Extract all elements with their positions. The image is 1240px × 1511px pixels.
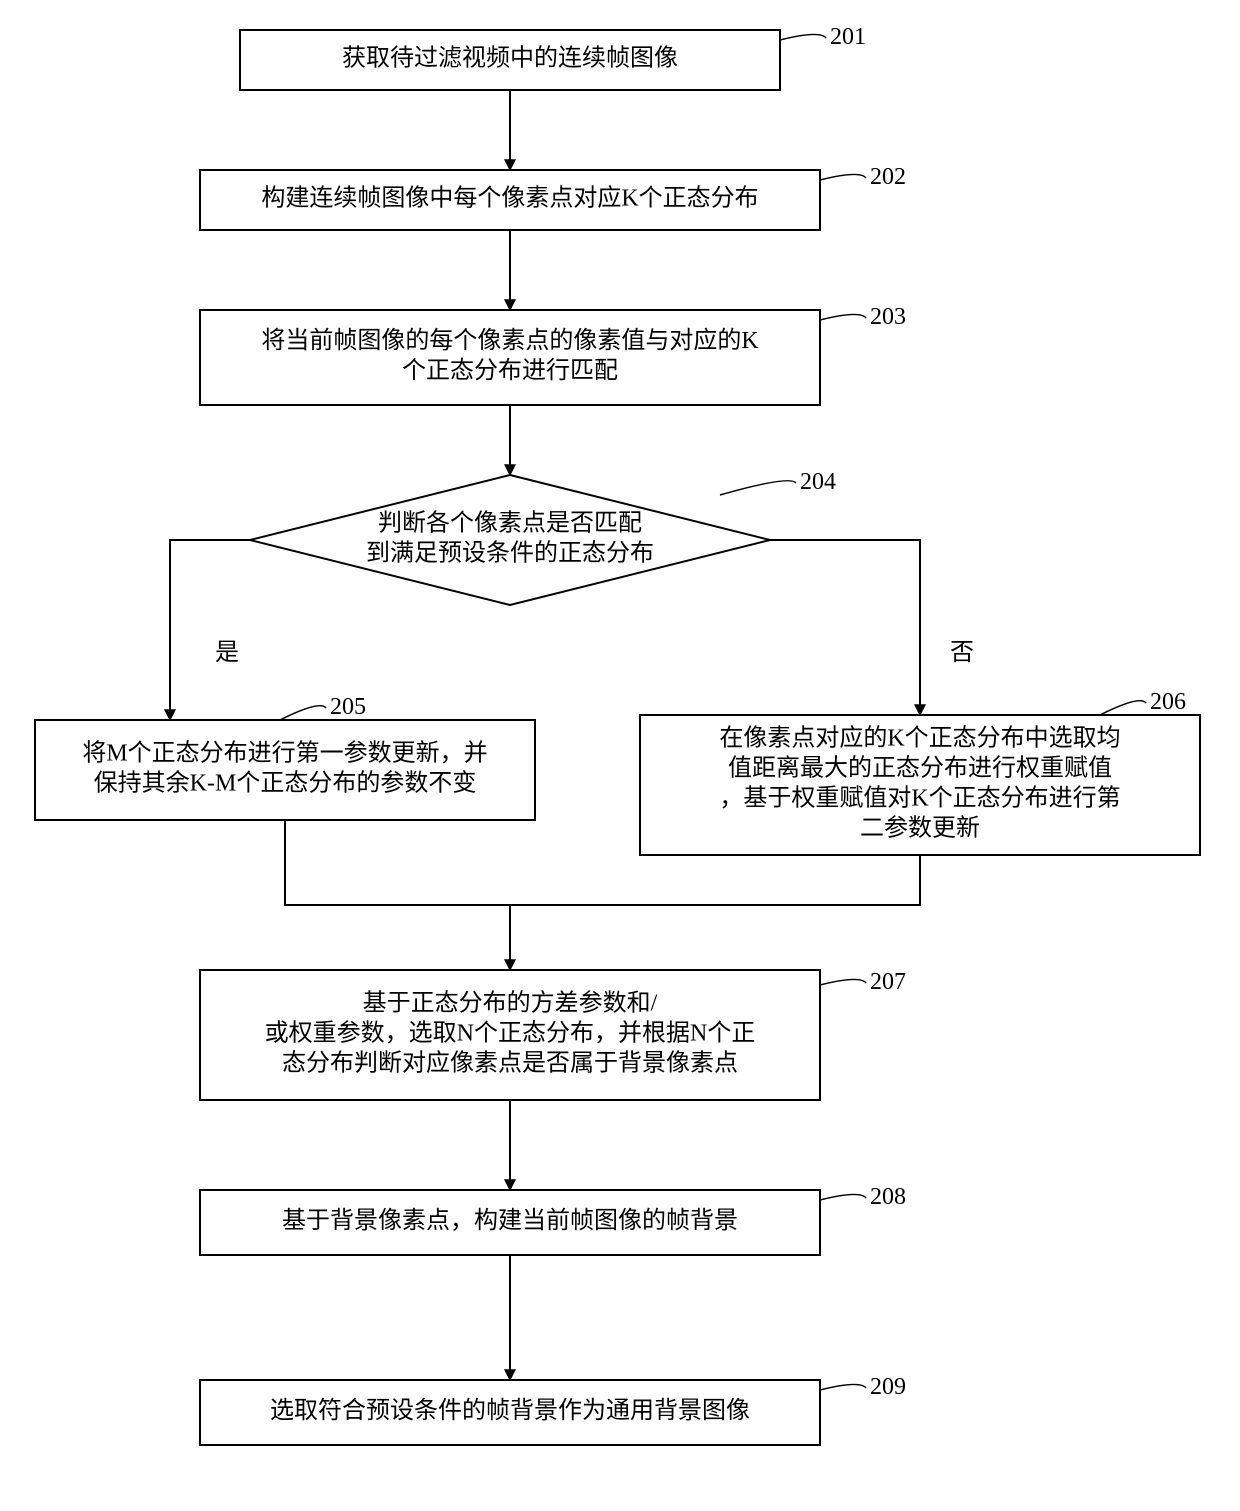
flow-node-n207: 基于正态分布的方差参数和/或权重参数，选取N个正态分布，并根据N个正态分布判断对… — [200, 969, 906, 1100]
flow-edge — [770, 540, 920, 715]
node-text: 到满足预设条件的正态分布 — [366, 540, 654, 567]
flow-node-n203: 将当前帧图像的每个像素点的像素值与对应的K 个正态分布进行匹配 203 — [200, 304, 906, 405]
node-text: 或权重参数，选取N个正态分布，并根据N个正 — [265, 1020, 756, 1047]
node-text: 构建连续帧图像中每个像素点对应K个正态分布 — [261, 185, 758, 212]
node-text: 将当前帧图像的每个像素点的像素值与对应的K — [261, 327, 759, 354]
leader-line — [820, 174, 866, 180]
step-number: 204 — [800, 469, 836, 495]
flow-edge — [285, 820, 510, 905]
flow-node-n209: 选取符合预设条件的帧背景作为通用背景图像 209 — [200, 1374, 906, 1445]
flow-node-n208: 基于背景像素点，构建当前帧图像的帧背景 208 — [200, 1184, 906, 1255]
node-text: 二参数更新 — [860, 815, 980, 842]
step-number: 206 — [1150, 689, 1186, 715]
step-number: 203 — [870, 304, 906, 330]
leader-line — [780, 34, 826, 40]
step-number: 208 — [870, 1184, 906, 1210]
node-text: 个正态分布进行匹配 — [402, 357, 618, 384]
node-text: ，基于权重赋值对K个正态分布进行第 — [719, 785, 1120, 812]
node-text: 在像素点对应的K个正态分布中选取均 — [719, 725, 1120, 752]
step-number: 209 — [870, 1374, 906, 1400]
node-text: 判断各个像素点是否匹配 — [378, 510, 642, 537]
flow-node-n205: 将M个正态分布进行第一参数更新，并保持其余K-M个正态分布的参数不变 205 — [35, 694, 535, 820]
node-text: 选取符合预设条件的帧背景作为通用背景图像 — [270, 1397, 750, 1424]
node-text: 保持其余K-M个正态分布的参数不变 — [94, 770, 477, 797]
leader-line — [820, 1194, 866, 1200]
step-number: 202 — [870, 164, 906, 190]
node-text: 态分布判断对应像素点是否属于背景像素点 — [282, 1050, 738, 1077]
step-number: 207 — [870, 969, 906, 995]
edge-label: 否 — [950, 640, 974, 666]
edge-label: 是 — [215, 640, 239, 666]
step-number: 205 — [330, 694, 366, 720]
leader-line — [820, 1384, 866, 1390]
leader-line — [1100, 701, 1146, 715]
leader-line — [820, 314, 866, 320]
leader-line — [820, 979, 866, 985]
node-text: 基于正态分布的方差参数和/ — [363, 990, 658, 1017]
node-text: 获取待过滤视频中的连续帧图像 — [342, 45, 678, 72]
step-number: 201 — [830, 24, 866, 50]
node-text: 值距离最大的正态分布进行权重赋值 — [728, 755, 1112, 782]
flow-node-n204: 判断各个像素点是否匹配到满足预设条件的正态分布 204 — [250, 469, 836, 605]
node-text: 将M个正态分布进行第一参数更新，并 — [82, 740, 487, 767]
flow-edge — [510, 855, 920, 905]
flow-edge — [170, 540, 250, 720]
flow-node-n202: 构建连续帧图像中每个像素点对应K个正态分布 202 — [200, 164, 906, 230]
leader-line — [280, 706, 326, 720]
node-text: 基于背景像素点，构建当前帧图像的帧背景 — [282, 1207, 738, 1234]
leader-line — [720, 481, 796, 495]
flow-node-n201: 获取待过滤视频中的连续帧图像 201 — [240, 24, 866, 90]
